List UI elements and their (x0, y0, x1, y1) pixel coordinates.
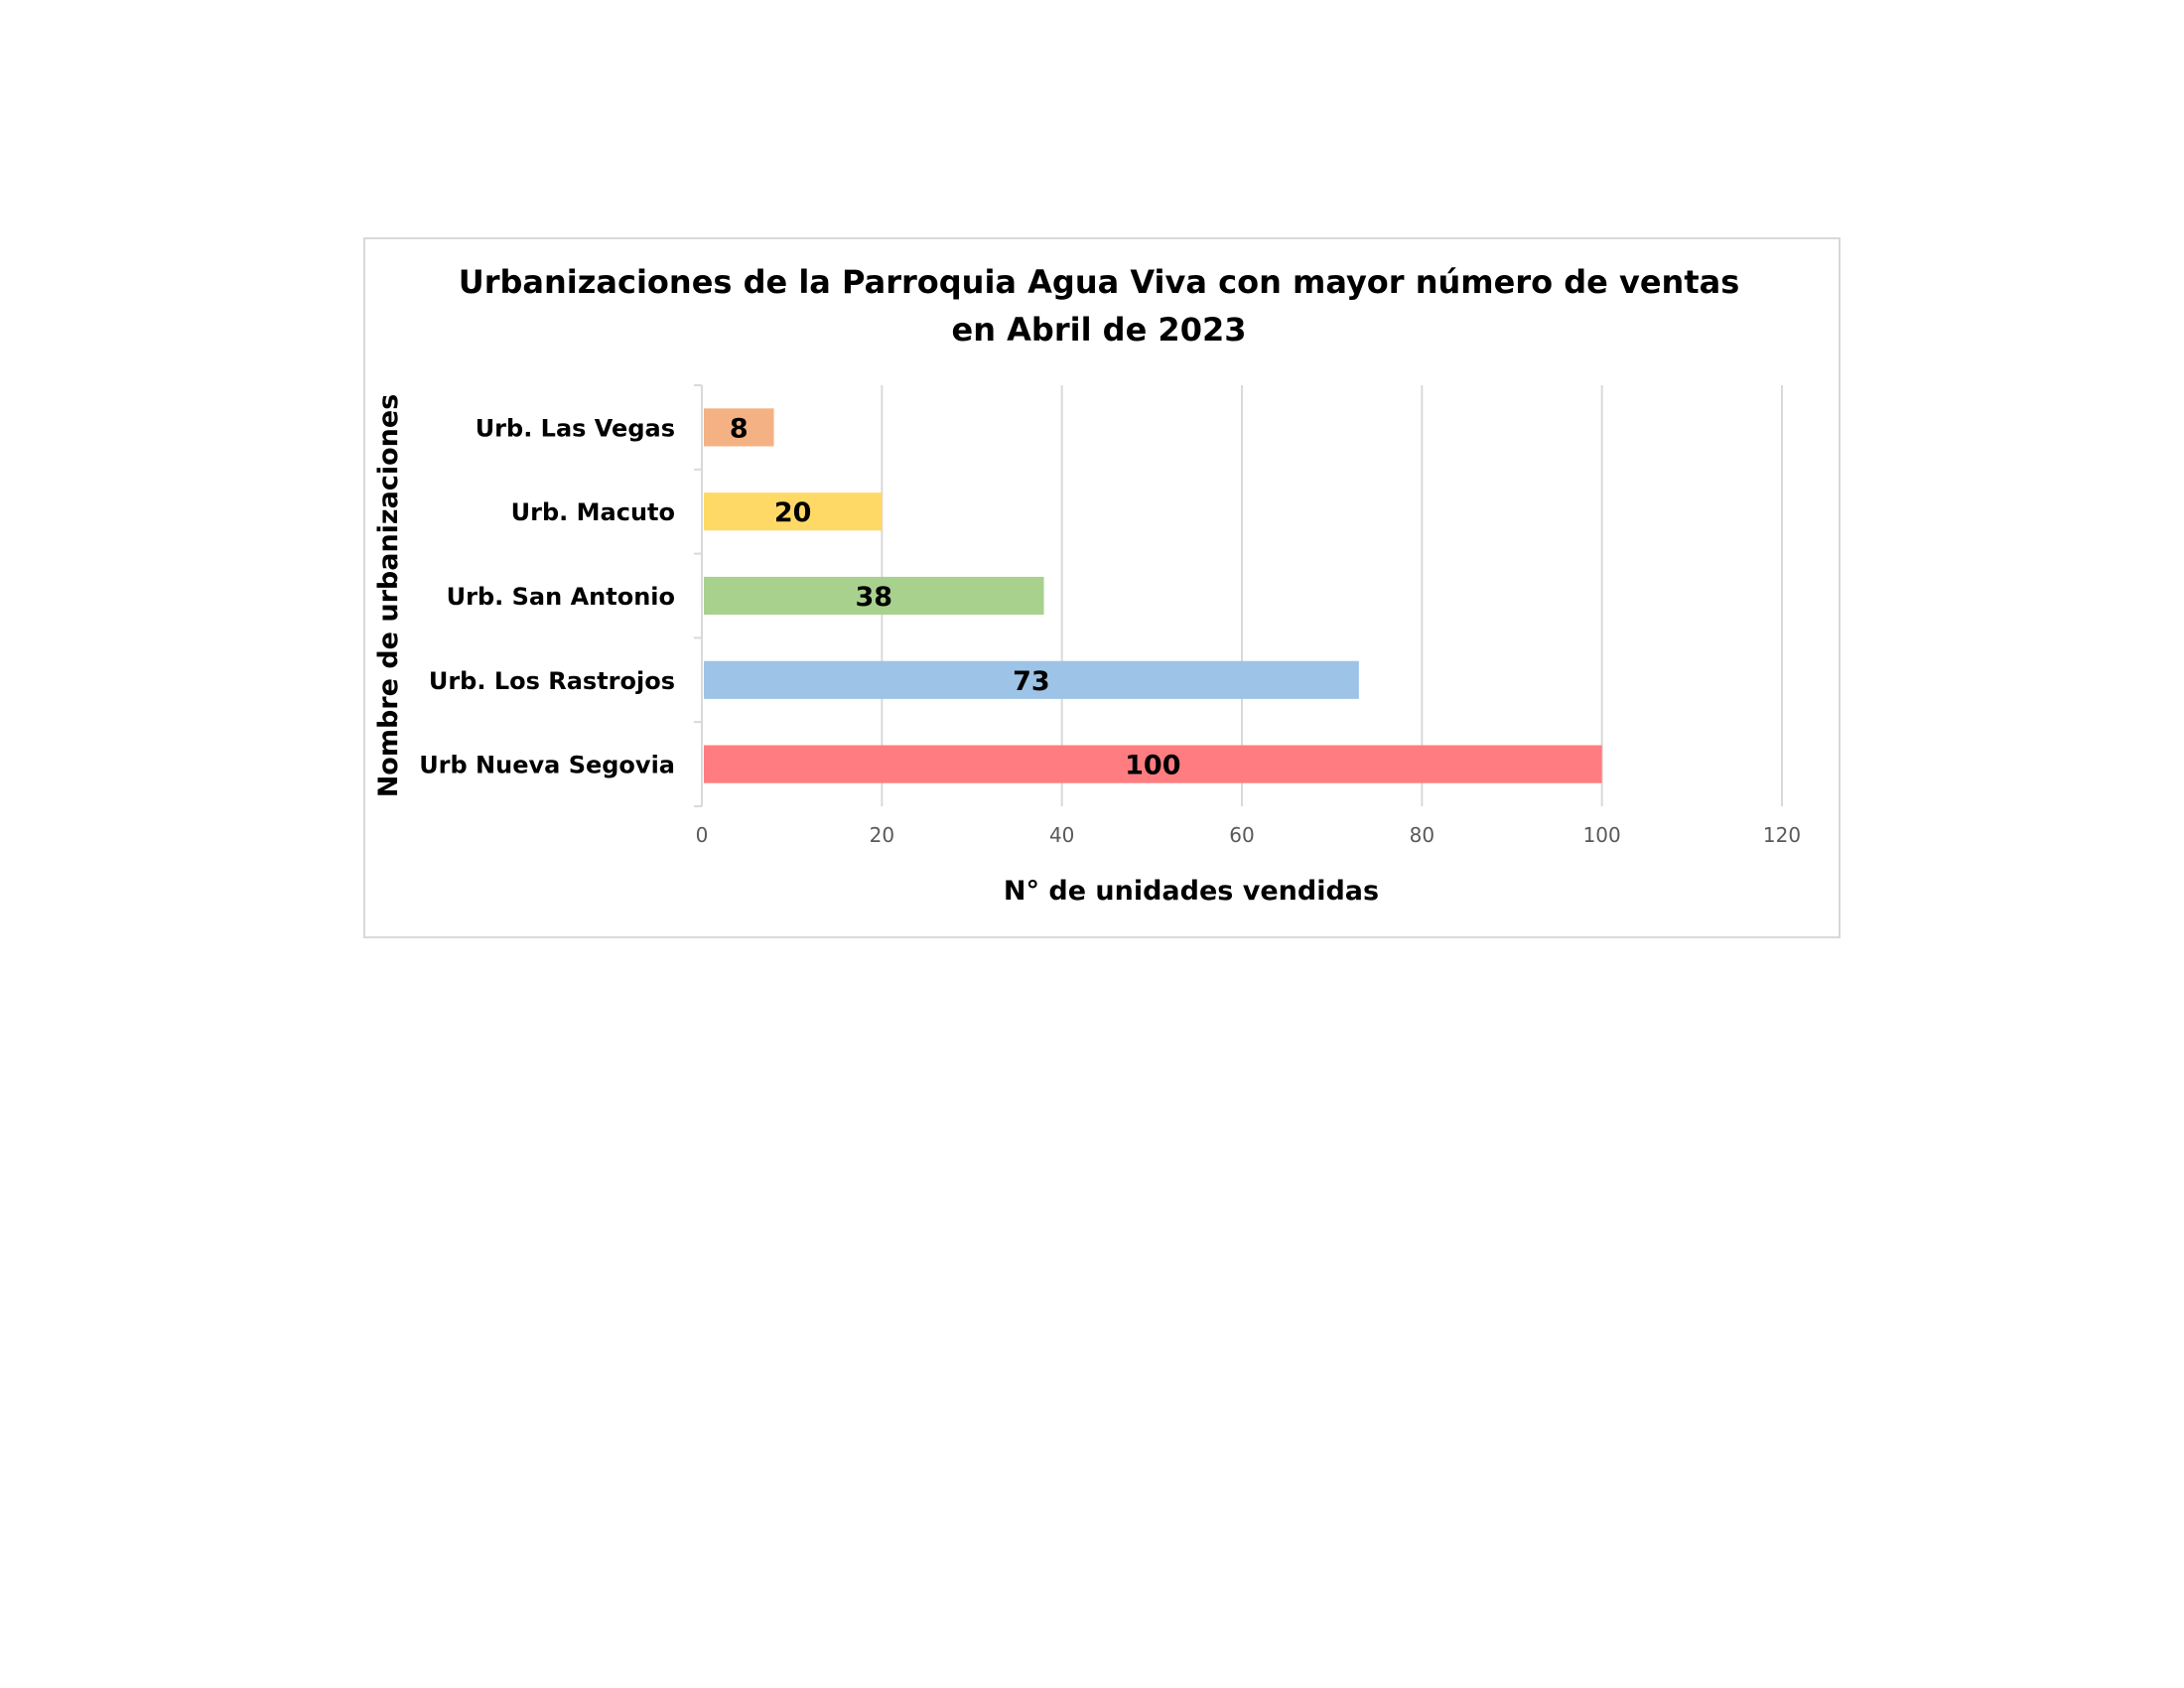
x-tick-label-100: 100 (1583, 823, 1621, 847)
category-label-2: Urb. San Antonio (447, 583, 675, 611)
x-tick-label-0: 0 (696, 823, 709, 847)
data-labels: 8 20 38 73 100 (730, 413, 1181, 780)
chart-title-line-1: Urbanizaciones de la Parroquia Agua Viva… (459, 263, 1740, 301)
y-axis-title: Nombre de urbanizaciones (373, 394, 404, 798)
category-label-3: Urb. Los Rastrojos (429, 667, 675, 695)
x-tick-label-120: 120 (1763, 823, 1801, 847)
chart-title-line-2: en Abril de 2023 (952, 311, 1247, 349)
chart-frame (363, 237, 1841, 938)
x-tick-label-20: 20 (870, 823, 894, 847)
category-label-4: Urb Nueva Segovia (419, 752, 675, 779)
data-label-0: 8 (730, 413, 749, 444)
x-tick-label-80: 80 (1410, 823, 1434, 847)
data-label-1: 20 (774, 497, 812, 528)
data-label-2: 38 (855, 582, 892, 613)
x-tick-label-60: 60 (1229, 823, 1254, 847)
category-labels: Urb. Las Vegas Urb. Macuto Urb. San Antoni… (419, 414, 675, 778)
chart-title: Urbanizaciones de la Parroquia Agua Viva… (459, 263, 1740, 349)
category-label-1: Urb. Macuto (511, 498, 675, 526)
x-axis-title: N° de unidades vendidas (1004, 876, 1379, 907)
gridlines (881, 385, 1783, 806)
bars (704, 408, 1602, 783)
bar-2 (704, 576, 1044, 616)
category-label-0: Urb. Las Vegas (476, 414, 675, 442)
bar-0 (704, 408, 774, 447)
x-tick-labels: 0 20 40 60 80 100 120 (696, 823, 1801, 847)
data-label-4: 100 (1125, 751, 1180, 781)
bar-3 (704, 660, 1359, 699)
x-tick-label-40: 40 (1049, 823, 1074, 847)
bar-1 (704, 492, 883, 531)
y-axis (694, 384, 703, 807)
data-label-3: 73 (1013, 666, 1050, 697)
bar-4 (704, 745, 1602, 783)
